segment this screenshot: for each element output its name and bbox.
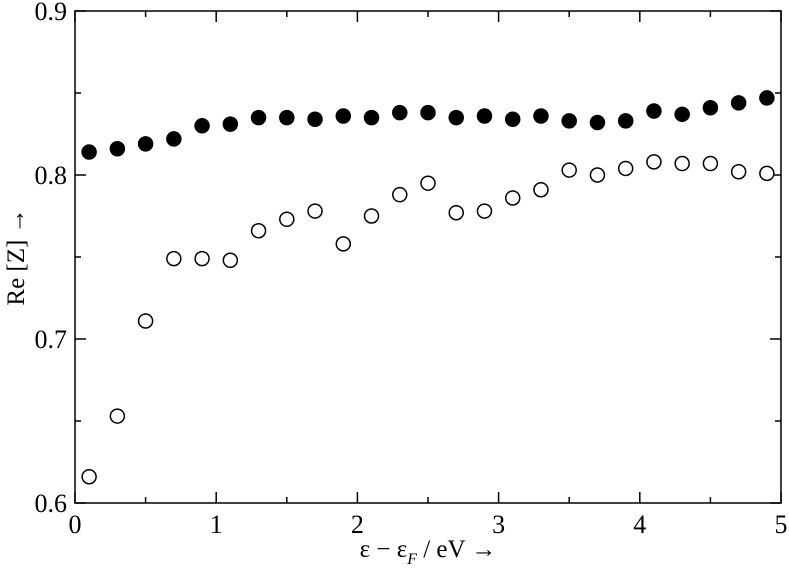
open-data-point <box>363 208 380 224</box>
filled-data-point <box>335 108 352 124</box>
x-tick-label: 3 <box>492 510 505 539</box>
filled-data-point <box>420 104 436 121</box>
axis-ticks <box>74 10 782 504</box>
open-data-point <box>194 250 210 267</box>
open-data-point <box>476 203 493 219</box>
filled-data-point <box>674 106 690 123</box>
filled-data-point <box>617 113 634 129</box>
tick-labels: 0 1 2 3 4 5 0.6 0.7 0.8 0.9 <box>35 0 788 539</box>
open-data-point <box>109 408 126 424</box>
open-data-point <box>420 175 436 191</box>
open-data-point <box>617 160 634 177</box>
filled-data-point <box>109 141 126 157</box>
open-data-point <box>589 167 606 183</box>
open-data-point <box>504 190 521 206</box>
open-data-point <box>335 236 352 252</box>
open-data-point <box>307 203 323 219</box>
open-data-point <box>646 154 662 170</box>
filled-data-point <box>166 131 182 147</box>
open-data-point <box>702 155 719 172</box>
y-tick-label: 0.9 <box>35 0 68 26</box>
x-tick-label: 5 <box>775 510 788 539</box>
filled-data-point <box>702 100 719 116</box>
x-tick-label: 4 <box>633 510 646 539</box>
x-tick-label: 0 <box>69 510 82 539</box>
filled-data-point <box>137 136 154 152</box>
y-tick-label: 0.6 <box>35 489 68 518</box>
open-data-point <box>81 469 97 485</box>
filled-data-point <box>476 108 493 124</box>
filled-data-point <box>81 144 97 160</box>
open-data-point <box>674 155 690 172</box>
y-axis-label: Re [Z] → <box>3 208 30 305</box>
open-data-point <box>222 252 239 269</box>
filled-data-point <box>279 109 295 126</box>
filled-data-point <box>759 90 775 106</box>
data-points <box>81 90 775 485</box>
filled-data-point <box>561 113 577 129</box>
open-data-point <box>730 163 747 180</box>
open-data-point <box>250 223 267 239</box>
filled-data-point <box>730 95 747 111</box>
filled-data-point <box>250 109 267 126</box>
filled-data-point <box>222 116 239 132</box>
open-data-point <box>448 204 464 221</box>
open-data-point <box>279 211 295 228</box>
filled-data-point <box>646 103 662 119</box>
open-data-point <box>533 182 549 198</box>
open-data-point <box>137 313 154 329</box>
x-tick-label: 2 <box>351 510 364 539</box>
filled-data-point <box>533 108 549 124</box>
open-data-point <box>166 250 182 267</box>
y-tick-label: 0.8 <box>35 161 68 190</box>
x-axis-label: ε − εF / eV → <box>360 536 497 568</box>
open-data-point <box>759 165 775 182</box>
filled-data-point <box>363 109 380 126</box>
x-tick-label: 1 <box>210 510 223 539</box>
open-data-point <box>561 162 577 178</box>
filled-data-point <box>448 109 464 126</box>
filled-data-point <box>307 111 323 127</box>
y-tick-label: 0.7 <box>35 325 68 354</box>
open-data-point <box>392 186 408 203</box>
filled-data-point <box>504 111 521 127</box>
filled-data-point <box>589 114 606 131</box>
filled-data-point <box>392 104 408 121</box>
filled-data-point <box>194 118 210 134</box>
